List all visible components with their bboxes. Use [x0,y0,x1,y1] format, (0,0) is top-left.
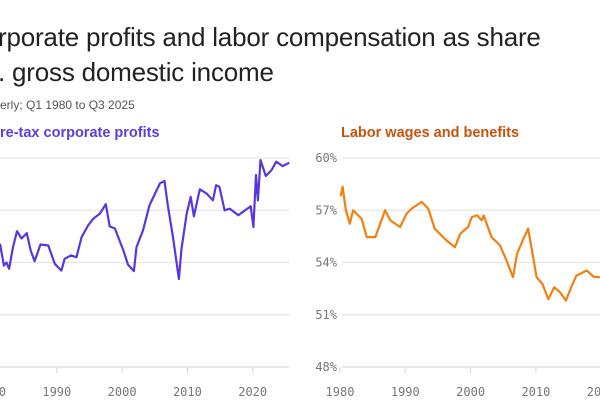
labor-y-tick-label: 60% [315,151,337,165]
labor-y-tick-label: 54% [315,256,337,270]
profits-x-tick-label: 2010 [173,385,202,399]
chart-title-line-1: rporate profits and labor compensation a… [0,22,541,52]
labor-x-tick-label: 2020 [587,385,600,399]
profits-x-tick-label: 2020 [238,385,267,399]
labor-x-tick-label: 1980 [326,385,355,399]
chart-title-line-2: . gross domestic income [0,57,274,87]
labor-y-tick-label: 51% [315,308,337,322]
labor-x-tick-label: 2010 [521,385,550,399]
profits-x-tick-label: 2000 [108,385,137,399]
profits-series-line [0,159,290,281]
labor-x-tick-label: 1990 [391,385,420,399]
labor-y-tick-label: 57% [315,203,337,217]
profits-x-tick-label: 1990 [42,385,71,399]
labor-x-tick-label: 2000 [456,385,485,399]
profits-x-tick-label: 1980 [0,385,6,399]
profits-panel-title: re-tax corporate profits [0,125,160,141]
labor-series-line [339,185,600,302]
chart-subtitle: erly; Q1 1980 to Q3 2025 [0,98,135,112]
labor-panel-title: Labor wages and benefits [341,125,520,141]
labor-y-tick-label: 48% [315,360,337,374]
